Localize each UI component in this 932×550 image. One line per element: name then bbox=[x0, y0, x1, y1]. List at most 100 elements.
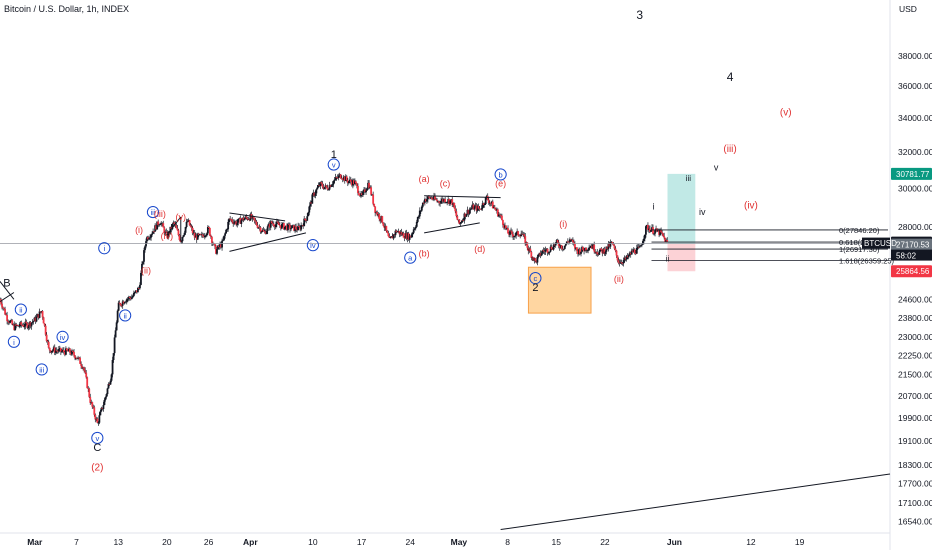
symbol-tag-text: BTCUSD bbox=[864, 239, 897, 248]
candle-body bbox=[53, 347, 56, 353]
candle-body bbox=[54, 350, 57, 353]
candle-body bbox=[657, 230, 659, 232]
candle-body bbox=[280, 224, 283, 229]
candle-body bbox=[449, 200, 452, 204]
candle-body bbox=[422, 202, 425, 204]
candle-body bbox=[104, 397, 107, 400]
candle-body bbox=[185, 221, 188, 228]
candle-body bbox=[238, 218, 241, 219]
candle-body bbox=[650, 230, 652, 232]
candle-body bbox=[448, 199, 451, 204]
candle-body bbox=[540, 253, 543, 256]
time-tick-label: Apr bbox=[243, 537, 258, 547]
wave-label: (2) bbox=[91, 462, 103, 473]
candle-body bbox=[58, 347, 61, 350]
candle-body bbox=[365, 190, 367, 193]
candle-body bbox=[234, 221, 237, 223]
time-axis[interactable]: Mar 7 13 20 26 Apr 10 17 24 May 8 15 22 Jun 12 19 bbox=[27, 537, 804, 547]
countdown-tag bbox=[891, 249, 932, 261]
candle-body bbox=[508, 233, 510, 235]
candle-body bbox=[588, 247, 591, 250]
wave-label: iii bbox=[686, 174, 692, 183]
candle-body bbox=[287, 224, 289, 231]
candle-body bbox=[164, 231, 167, 234]
candle-body bbox=[293, 225, 295, 231]
candle-body bbox=[427, 196, 429, 200]
candle-body bbox=[466, 209, 469, 215]
candle-body bbox=[517, 231, 520, 236]
candle-body bbox=[412, 229, 415, 233]
price-tick-label: 17100.00 bbox=[898, 498, 932, 508]
candle-body bbox=[207, 227, 210, 229]
price-axis[interactable]: 38000.00 36000.00 34000.00 32000.00 30000.00… bbox=[898, 51, 932, 526]
candle-body bbox=[245, 216, 248, 218]
candle-body bbox=[579, 249, 581, 254]
candle-body bbox=[11, 320, 14, 325]
candle-body bbox=[357, 185, 359, 194]
candle-body bbox=[129, 298, 132, 300]
candle-body bbox=[79, 357, 82, 364]
price-tick-label: 23000.00 bbox=[898, 332, 932, 342]
candle-body bbox=[369, 187, 372, 189]
candle-body bbox=[292, 225, 294, 226]
candle-body bbox=[539, 252, 542, 256]
price-tick-label: 22250.00 bbox=[898, 350, 932, 360]
candle-body bbox=[63, 352, 66, 355]
candle-body bbox=[276, 221, 279, 223]
wave-label: a bbox=[408, 254, 413, 263]
price-tick-label: 28000.00 bbox=[898, 222, 932, 232]
candle-body bbox=[14, 324, 17, 330]
wave-label-circle bbox=[14, 303, 27, 316]
candle-body bbox=[631, 250, 634, 252]
price-tag bbox=[891, 238, 932, 251]
candle-body bbox=[484, 197, 487, 205]
wave-label-circle bbox=[327, 158, 340, 171]
candle-body bbox=[313, 192, 316, 196]
candle-body bbox=[81, 365, 84, 369]
candle-body bbox=[610, 241, 613, 243]
candle-body bbox=[288, 224, 290, 225]
candle-body bbox=[235, 221, 238, 225]
candle-body bbox=[158, 224, 161, 226]
candle-body bbox=[530, 251, 533, 258]
candle-body bbox=[248, 219, 251, 221]
candle-body bbox=[229, 218, 232, 220]
candle-body bbox=[654, 230, 656, 234]
candle-body bbox=[363, 189, 365, 192]
candle-body bbox=[534, 258, 537, 261]
candle-body bbox=[355, 181, 357, 184]
candle-body bbox=[510, 230, 512, 232]
candle-body bbox=[574, 243, 576, 249]
candle-body bbox=[246, 217, 249, 220]
candle-body bbox=[26, 323, 29, 329]
candle-body bbox=[377, 214, 380, 216]
candle-body bbox=[652, 227, 654, 234]
candle-body bbox=[314, 193, 317, 196]
candle-body bbox=[518, 235, 521, 237]
candle-body bbox=[599, 248, 602, 252]
candle-body bbox=[337, 175, 340, 178]
candle-body bbox=[495, 209, 498, 211]
candle-body bbox=[436, 199, 438, 202]
candle-body bbox=[68, 348, 70, 352]
candle-body bbox=[596, 252, 599, 254]
candle-body bbox=[51, 350, 54, 352]
candle-body bbox=[249, 214, 252, 221]
candle-body bbox=[242, 217, 245, 221]
candle-body bbox=[312, 192, 315, 195]
candle-body bbox=[562, 248, 565, 250]
time-tick-label: 7 bbox=[74, 537, 79, 547]
candle-body bbox=[473, 206, 476, 210]
candle-body bbox=[18, 326, 21, 327]
fib-level-label: 1.618(26359.25) bbox=[839, 257, 895, 266]
candle-body bbox=[501, 215, 503, 221]
fib-level-label: 0.618(27 bbox=[839, 238, 869, 247]
candle-body bbox=[162, 223, 165, 228]
candle-body bbox=[115, 322, 118, 331]
candle-body bbox=[76, 358, 78, 359]
candle-body bbox=[469, 209, 472, 211]
candle-body bbox=[452, 202, 455, 205]
candle-body bbox=[141, 263, 143, 273]
candle-body bbox=[28, 322, 31, 327]
